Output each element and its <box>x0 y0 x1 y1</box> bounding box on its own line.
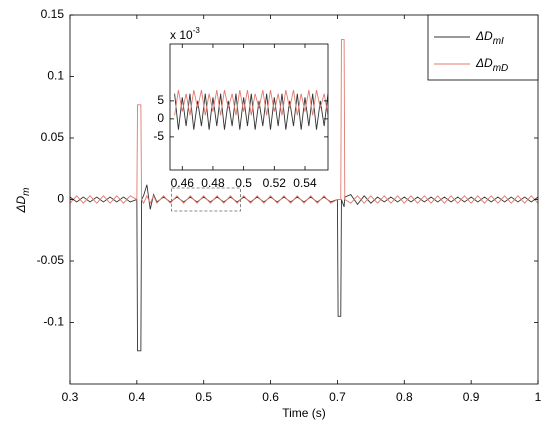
multiplier-exponent: -3 <box>193 26 201 35</box>
x-tick-label: 0.5 <box>195 390 212 404</box>
y-tick-label: -0.1 <box>43 315 64 329</box>
plot-area <box>70 39 538 352</box>
legend-label-main: ΔD <box>475 56 493 70</box>
x-axis-label: Time (s) <box>282 406 326 420</box>
y-tick-label: 0.1 <box>47 69 64 83</box>
y-tick-label: 5 <box>157 93 164 107</box>
zoom-region <box>171 187 241 212</box>
series-line <box>174 93 328 130</box>
series-line <box>174 89 328 116</box>
y-axis-label-sub: m <box>21 187 32 195</box>
x-tick-label: 0.6 <box>262 390 279 404</box>
y-tick-label: 0 <box>57 192 64 206</box>
legend-label: ΔDmI <box>475 29 504 46</box>
x-tick-label: 0.5 <box>235 176 252 190</box>
legend-label: ΔDmD <box>475 56 508 73</box>
legend-label-sub: mD <box>493 63 509 74</box>
series-line <box>70 39 538 205</box>
axes-box <box>169 43 329 171</box>
x-tick-label: 0.4 <box>129 390 146 404</box>
legend-label-main: ΔD <box>475 29 493 43</box>
inset-background <box>170 44 328 170</box>
y-tick-label: 0 <box>157 111 164 125</box>
x-tick-label: 0.46 <box>171 176 195 190</box>
axis-multiplier: x 10-3 <box>170 26 200 42</box>
legend-box <box>427 14 539 81</box>
x-tick-label: 0.7 <box>329 390 346 404</box>
x-tick-label: 0.9 <box>463 390 480 404</box>
plot-area <box>174 89 328 130</box>
y-axis-label-main: ΔD <box>14 195 28 213</box>
x-tick-label: 0.54 <box>293 176 317 190</box>
y-tick-label: 0.15 <box>41 7 65 21</box>
legend-label-sub: mI <box>493 36 504 47</box>
x-tick-label: 1 <box>535 390 542 404</box>
y-tick-label: 0.05 <box>41 130 65 144</box>
y-axis-label: ΔDm <box>14 187 31 213</box>
y-tick-label: -5 <box>153 129 164 143</box>
x-tick-label: 0.3 <box>62 390 79 404</box>
x-tick-label: 0.52 <box>263 176 287 190</box>
y-tick-label: -0.05 <box>37 253 65 267</box>
x-tick-label: 0.8 <box>396 390 413 404</box>
x-tick-label: 0.48 <box>201 176 225 190</box>
multiplier-base: x 10 <box>170 28 193 42</box>
